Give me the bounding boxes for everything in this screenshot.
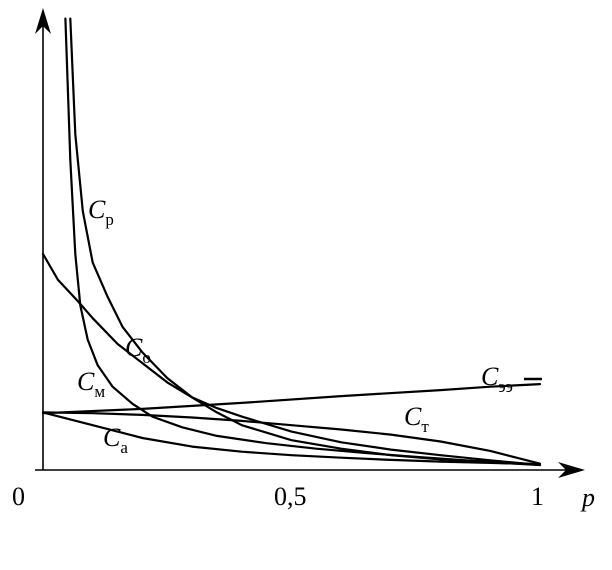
x-axis-arrow	[558, 462, 585, 478]
x-axis-title: p	[580, 483, 595, 512]
y-axis-arrow	[35, 8, 51, 34]
x-tick-label-0: 0	[12, 482, 25, 511]
series-line-2	[64, 17, 542, 466]
label-c-o: Cо	[125, 333, 151, 367]
series-line-4	[41, 411, 542, 466]
label-c-ee: Cээ	[481, 362, 513, 396]
label-c-t: Cт	[404, 402, 429, 436]
curves-group	[41, 17, 542, 467]
x-tick-label-0.5: 0,5	[274, 482, 307, 511]
label-c-m: Cм	[77, 367, 105, 401]
series-line-3	[41, 411, 542, 465]
label-c-a: Cа	[103, 423, 128, 457]
series-line-5	[41, 383, 542, 415]
series-line-1	[41, 252, 542, 467]
x-tick-label-1: 1	[531, 482, 544, 511]
label-c-r: Cр	[88, 195, 114, 229]
